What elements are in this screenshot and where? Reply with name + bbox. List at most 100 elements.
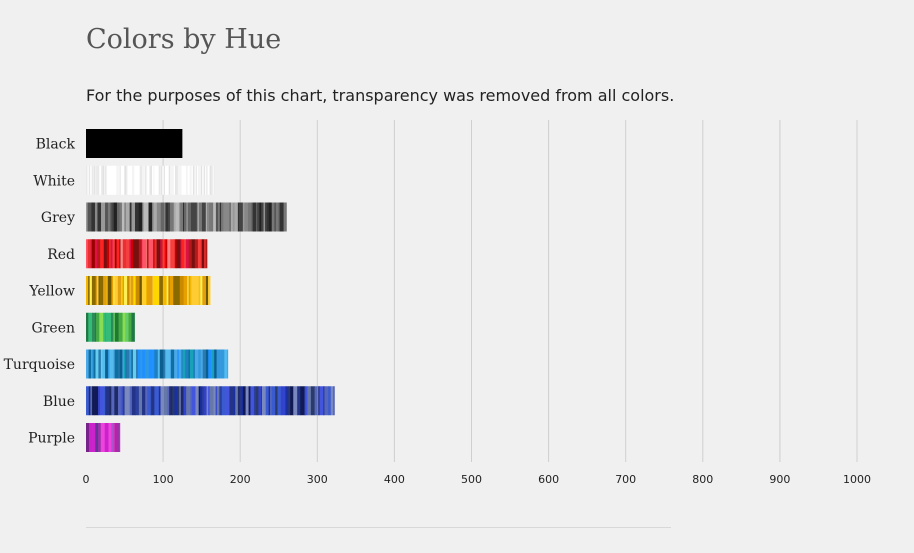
bar-stripe <box>183 386 187 416</box>
bar-stripe <box>197 239 201 269</box>
bar-stripe <box>142 202 144 232</box>
bar-stripe <box>129 239 132 269</box>
bar-stripe <box>132 349 137 379</box>
bar-turquoise <box>86 349 229 379</box>
bar-stripe <box>164 165 166 195</box>
bar-stripe <box>191 165 194 195</box>
bar-stripe <box>170 165 175 195</box>
bar-stripe <box>95 165 97 195</box>
bar-stripe <box>180 239 182 269</box>
category-label-turquoise: Turquoise <box>4 357 75 373</box>
bar-stripe <box>108 165 112 195</box>
x-tick-label-1000: 1000 <box>843 473 871 486</box>
bar-stripe <box>175 165 179 195</box>
bar-stripe <box>223 202 227 232</box>
bar-stripe <box>109 239 111 269</box>
bar-stripe <box>162 239 165 269</box>
bar-stripe <box>97 423 102 452</box>
bar-stripe <box>152 276 155 305</box>
bar-stripe <box>125 312 129 342</box>
bar-stripe <box>118 386 122 416</box>
bar-stripe <box>261 386 267 416</box>
bar-stripe <box>185 165 189 195</box>
bar-stripe <box>165 239 168 269</box>
bar-stripe <box>187 202 192 232</box>
bar-stripe <box>145 386 148 416</box>
bar-stripe <box>150 165 152 195</box>
bar-stripe <box>137 349 141 379</box>
bar-stripe <box>215 202 218 232</box>
bar-stripe <box>190 386 192 416</box>
bar-stripe <box>179 386 181 416</box>
bar-stripe <box>109 349 111 379</box>
bar-stripe <box>86 349 89 379</box>
bar-stripe <box>94 202 98 232</box>
bar-stripe <box>184 165 187 195</box>
bar-stripe <box>212 165 215 195</box>
bar-stripe <box>310 386 315 416</box>
bar-stripe <box>209 165 211 195</box>
bar-stripe <box>126 349 130 379</box>
bar-stripe <box>95 349 99 379</box>
bar-stripe <box>176 276 181 305</box>
bar-stripe <box>163 165 165 195</box>
bar-blue <box>86 386 335 416</box>
bar-stripe <box>205 239 208 269</box>
bar-stripe <box>183 202 185 232</box>
bar-stripe <box>119 239 121 269</box>
bar-stripe <box>170 349 175 379</box>
bar-stripe <box>186 202 189 232</box>
bar-stripe <box>141 276 146 305</box>
bar-stripe <box>205 202 207 232</box>
bar-stripe <box>86 423 90 452</box>
category-label-green: Green <box>32 320 75 336</box>
bar-grey <box>86 202 287 232</box>
bar-stripe <box>247 202 252 232</box>
bar-stripe <box>173 165 176 195</box>
bar-stripe <box>146 239 149 269</box>
bar-stripe <box>130 165 133 195</box>
bar-stripe <box>314 386 318 416</box>
bar-stripe <box>97 202 102 232</box>
bar-stripe <box>119 165 121 195</box>
bar-stripe <box>162 276 167 305</box>
bar-stripe <box>198 386 201 416</box>
bar-stripe <box>221 386 226 416</box>
bar-stripe <box>100 349 103 379</box>
bar-stripe <box>165 165 169 195</box>
bar-stripe <box>206 386 209 416</box>
bar-stripe <box>330 386 334 416</box>
bar-stripe <box>156 239 161 269</box>
bar-stripe <box>178 349 182 379</box>
bar-stripe <box>95 276 97 305</box>
category-label-black: Black <box>36 137 76 153</box>
bar-stripe <box>107 349 110 379</box>
bar-stripe <box>152 165 154 195</box>
bar-stripe <box>88 386 91 416</box>
bar-stripe <box>187 276 189 305</box>
bar-stripe <box>118 312 123 342</box>
bar-stripe <box>191 386 196 416</box>
bar-stripe <box>206 165 210 195</box>
bar-stripe <box>277 386 282 416</box>
bar-stripe <box>168 276 171 305</box>
bar-stripe <box>183 202 187 232</box>
bar-stripe <box>122 349 124 379</box>
bar-stripe <box>107 165 109 195</box>
x-tick-label-800: 800 <box>692 473 713 486</box>
bar-stripe <box>114 276 119 305</box>
bar-stripe <box>174 239 177 269</box>
bar-stripe <box>226 349 229 379</box>
bar-stripe <box>116 165 120 195</box>
bar-stripe <box>203 165 205 195</box>
bar-stripe <box>163 386 168 416</box>
bar-stripe <box>317 386 319 416</box>
bar-stripe <box>182 349 186 379</box>
x-tick-label-600: 600 <box>538 473 559 486</box>
bar-stripe <box>156 202 162 232</box>
bar-stripe <box>153 202 158 232</box>
bar-stripe <box>130 239 134 269</box>
bar-stripe <box>177 386 180 416</box>
bar-stripe <box>275 386 278 416</box>
bar-stripe <box>149 276 153 305</box>
